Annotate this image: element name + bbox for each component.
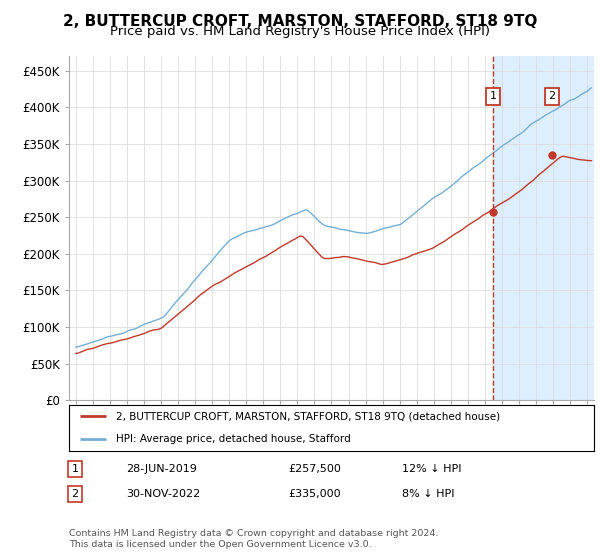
Text: 28-JUN-2019: 28-JUN-2019 bbox=[126, 464, 197, 474]
Text: 2: 2 bbox=[71, 489, 79, 499]
Text: £257,500: £257,500 bbox=[288, 464, 341, 474]
Bar bbox=[493, 56, 594, 400]
Text: 2, BUTTERCUP CROFT, MARSTON, STAFFORD, ST18 9TQ (detached house): 2, BUTTERCUP CROFT, MARSTON, STAFFORD, S… bbox=[116, 412, 500, 421]
Text: 30-NOV-2022: 30-NOV-2022 bbox=[126, 489, 200, 499]
Text: 1: 1 bbox=[71, 464, 79, 474]
Text: 1: 1 bbox=[490, 91, 497, 101]
Text: 12% ↓ HPI: 12% ↓ HPI bbox=[402, 464, 461, 474]
Text: HPI: Average price, detached house, Stafford: HPI: Average price, detached house, Staf… bbox=[116, 435, 351, 444]
Text: Price paid vs. HM Land Registry's House Price Index (HPI): Price paid vs. HM Land Registry's House … bbox=[110, 25, 490, 38]
Text: 2: 2 bbox=[548, 91, 555, 101]
Text: 2, BUTTERCUP CROFT, MARSTON, STAFFORD, ST18 9TQ: 2, BUTTERCUP CROFT, MARSTON, STAFFORD, S… bbox=[63, 14, 537, 29]
Text: 8% ↓ HPI: 8% ↓ HPI bbox=[402, 489, 455, 499]
Text: £335,000: £335,000 bbox=[288, 489, 341, 499]
Text: Contains HM Land Registry data © Crown copyright and database right 2024.
This d: Contains HM Land Registry data © Crown c… bbox=[69, 529, 439, 549]
